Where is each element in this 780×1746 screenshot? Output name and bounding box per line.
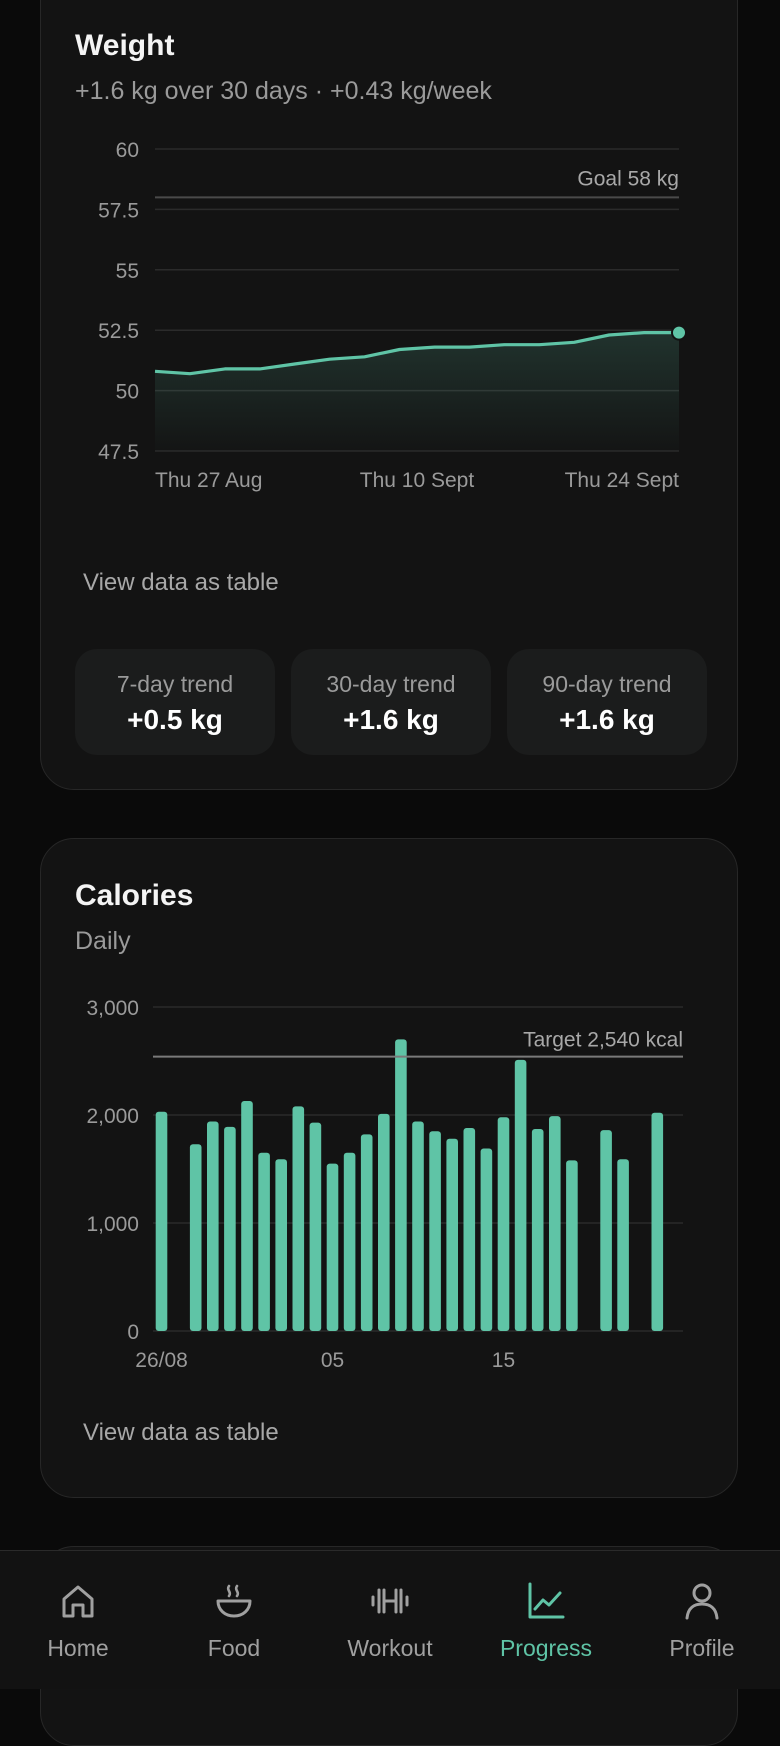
calories-card: Calories Daily 3,000 2,000 1,000 0 Target 2,… [40,838,738,1498]
calorie-bar [292,1106,305,1331]
bowl-icon [216,1584,252,1618]
tab-label: Home [47,1635,109,1661]
x-tick-label: Thu 27 Aug [155,469,262,492]
trend-7-day: 7-day trend +0.5 kg [75,649,275,755]
weight-area [155,332,679,451]
tab-label: Food [207,1635,261,1661]
calorie-bar [514,1059,527,1331]
calorie-bar [224,1126,236,1331]
weight-subtitle: +1.6 kg over 30 days · +0.43 kg/week [75,77,492,105]
y-tick-label: 60 [116,139,139,162]
calorie-bar [207,1121,219,1331]
y-tick-label: 0 [127,1321,139,1344]
y-tick-label: 57.5 [98,199,139,222]
calories-chart[interactable]: 3,000 2,000 1,000 0 Target 2,540 kcal 26/08 05… [41,839,739,1379]
trend-90-day: 90-day trend +1.6 kg [507,649,707,755]
trend-value: +0.5 kg [127,704,223,735]
goal-label: Goal 58 kg [577,167,679,190]
calorie-bar [480,1148,493,1331]
chart-icon [528,1582,565,1619]
calorie-bar [446,1138,458,1331]
trend-value: +1.6 kg [559,704,655,735]
weight-line [154,331,679,376]
y-tick-label: 2,000 [86,1105,139,1128]
calorie-bar [155,1111,168,1331]
tab-label: Progress [499,1635,593,1661]
trend-label: 90-day trend [542,671,672,697]
tab-progress[interactable]: Progress [468,1551,624,1689]
calorie-bar [378,1113,390,1331]
dumbbell-icon [371,1588,409,1614]
y-tick-label: 3,000 [86,997,139,1020]
latest-point [671,324,687,341]
y-tick-label: 47.5 [98,441,139,464]
tab-label: Profile [669,1635,735,1661]
calorie-bar [395,1039,407,1331]
x-tick-label: 26/08 [135,1349,188,1372]
y-tick-label: 52.5 [98,320,139,343]
trend-label: 7-day trend [116,671,234,697]
tab-label: Workout [347,1635,433,1661]
calories-title: Calories [75,879,194,912]
calorie-bar [258,1152,270,1331]
tab-food[interactable]: Food [156,1551,312,1689]
tab-profile[interactable]: Profile [624,1551,780,1689]
calorie-bar [360,1134,373,1331]
trend-label: 30-day trend [326,671,456,697]
x-tick-label: Thu 10 Sept [360,469,475,492]
weight-view-table-link[interactable]: View data as table [83,569,279,596]
weight-chart[interactable]: 60 57.5 55 52.5 50 47.5 Goal 58 kg Thu 27 Aug Th… [41,0,739,521]
y-tick-label: 1,000 [86,1213,139,1236]
calorie-bar [497,1117,510,1331]
x-tick-label: 15 [492,1349,515,1372]
calorie-bar [429,1131,441,1331]
weight-title: Weight [75,29,175,62]
calorie-bar [651,1112,664,1331]
tab-home[interactable]: Home [0,1551,156,1689]
calorie-bar [617,1159,629,1331]
x-tick-label: Thu 24 Sept [565,469,680,492]
calorie-bar [241,1101,253,1331]
calorie-bar [600,1130,612,1331]
calories-view-table-link[interactable]: View data as table [83,1419,279,1446]
calorie-bar [463,1128,476,1331]
weight-card: Weight +1.6 kg over 30 days · +0.43 kg/w… [40,0,738,790]
home-icon [62,1585,94,1618]
calorie-bar [412,1121,424,1331]
bottom-tab-bar: Home Food Workout Progress Profile [0,1550,780,1689]
calorie-bar [189,1144,202,1331]
trend-value: +1.6 kg [343,704,439,735]
person-icon [685,1583,719,1620]
y-tick-label: 55 [116,260,139,283]
calorie-bar [326,1163,339,1331]
calorie-bar [549,1116,561,1331]
calorie-bar [531,1129,544,1331]
calorie-bar [566,1160,578,1331]
x-tick-label: 05 [321,1349,344,1372]
tab-workout[interactable]: Workout [312,1551,468,1689]
calorie-bar [343,1152,356,1331]
y-tick-label: 50 [116,381,139,404]
calorie-bar [275,1159,287,1331]
trend-30-day: 30-day trend +1.6 kg [291,649,491,755]
target-label: Target 2,540 kcal [523,1029,683,1052]
calorie-bar [309,1122,322,1331]
calories-subtitle: Daily [75,927,131,955]
